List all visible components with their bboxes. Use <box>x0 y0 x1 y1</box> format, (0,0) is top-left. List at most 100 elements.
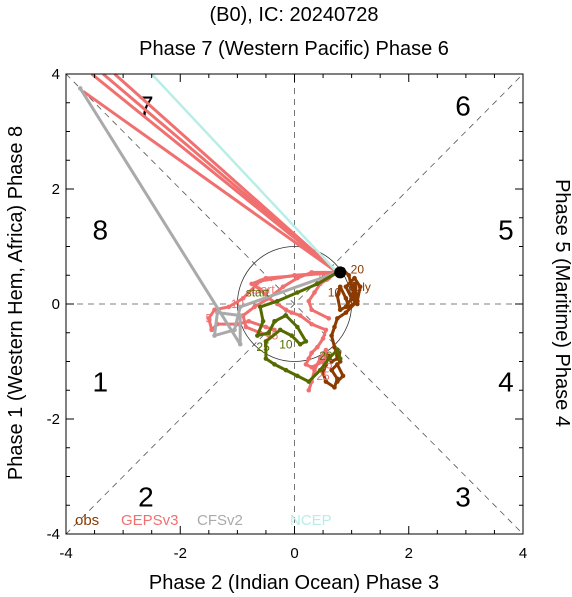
series-point <box>332 385 337 390</box>
series-line-3 <box>241 270 338 338</box>
series-point <box>226 304 232 310</box>
series-point <box>320 336 326 341</box>
series-point <box>306 298 312 304</box>
top-axis-label: Phase 7 (Western Pacific) Phase 6 <box>139 38 449 60</box>
series-annotation: 10 <box>279 337 293 351</box>
phase-number-2: 2 <box>138 482 154 513</box>
x-tick-label: -2 <box>174 545 187 562</box>
series-point <box>326 316 332 321</box>
legend-entry-ncep: NCEP <box>290 512 332 529</box>
series-point <box>309 321 314 327</box>
series-annotation: 10 <box>328 286 342 300</box>
phase-number-8: 8 <box>92 214 108 245</box>
series-point <box>209 327 214 333</box>
phase-number-5: 5 <box>498 214 514 245</box>
series-point <box>295 324 300 330</box>
series-line-7 <box>113 74 339 274</box>
antidiagonal-dashed-line <box>65 73 524 535</box>
series-point <box>277 327 283 333</box>
series-point <box>352 275 357 281</box>
series-point <box>240 295 246 301</box>
series-point <box>280 284 286 290</box>
series-annotation: 20 <box>319 349 333 363</box>
series-point <box>263 356 269 361</box>
series-point <box>243 324 249 330</box>
series-point <box>335 379 340 384</box>
series-point <box>257 278 263 284</box>
series-point <box>337 284 343 290</box>
series-point <box>206 316 212 321</box>
series-annotation: July <box>350 280 371 294</box>
series-point <box>257 304 263 310</box>
phase-number-6: 6 <box>455 91 471 122</box>
series-point <box>272 318 277 324</box>
series-point <box>323 327 329 333</box>
series-point <box>263 324 269 330</box>
series-point <box>283 367 289 373</box>
series-point <box>349 295 354 301</box>
series-annotation: 20 <box>351 263 365 277</box>
series-point <box>212 307 217 313</box>
series-point <box>295 290 300 295</box>
series-point <box>346 272 352 278</box>
series-point <box>255 333 260 338</box>
series-point <box>315 281 320 287</box>
y-tick-label: 0 <box>52 296 60 313</box>
series-point <box>355 298 360 304</box>
series-point <box>212 333 217 338</box>
series-point <box>289 310 294 315</box>
legend-entry-cfsv2: CFSv2 <box>197 512 243 529</box>
series-point <box>292 272 297 278</box>
series-point <box>249 281 254 287</box>
series-point <box>77 86 83 91</box>
series-point <box>297 341 303 347</box>
phase-guides <box>65 73 524 535</box>
series-point <box>317 367 323 373</box>
series-point <box>315 344 320 350</box>
series-point <box>323 379 329 384</box>
series-point <box>335 316 340 321</box>
series-point <box>323 347 329 353</box>
series-point <box>306 379 312 384</box>
phase-number-4: 4 <box>498 367 514 398</box>
series-point <box>312 367 317 373</box>
series-point <box>352 293 357 298</box>
series-point <box>332 344 337 350</box>
legend-entry-gepsv3: GEPSv3 <box>121 512 179 529</box>
series-point <box>246 318 252 324</box>
series-annotation: 5 <box>205 311 212 325</box>
series-point <box>306 387 312 393</box>
series-point <box>275 298 280 304</box>
series-point <box>340 373 346 379</box>
series-point <box>323 353 329 359</box>
y-tick-label: -4 <box>47 526 60 543</box>
series-point <box>343 284 349 290</box>
left-axis-label: Phase 1 (Western Hem, Africa) Phase 8 <box>5 126 27 480</box>
series-point <box>297 313 303 318</box>
series-point <box>329 359 334 364</box>
series-point <box>252 304 257 310</box>
y-tick-label: 4 <box>52 66 60 83</box>
x-tick-label: 0 <box>290 545 298 562</box>
series-point <box>335 293 340 298</box>
legend-entry-obs: obs <box>75 512 99 529</box>
chart-title: (B0), IC: 20240728 <box>210 4 379 26</box>
series-point <box>295 373 300 379</box>
series-point <box>272 327 277 333</box>
series-point <box>260 318 266 324</box>
series-point <box>343 310 349 315</box>
series-line-10 <box>150 74 339 274</box>
series-point <box>343 295 349 301</box>
plot-axes: -4 -2 0 2 4 -4 -2 0 2 4 <box>47 66 528 562</box>
series-point <box>357 284 363 290</box>
series-point <box>332 324 337 330</box>
series-point <box>309 350 314 356</box>
y-tick-label: 2 <box>52 181 60 198</box>
series-point <box>326 356 332 361</box>
phase-number-1: 1 <box>92 367 108 398</box>
series-point <box>352 281 357 287</box>
series-point <box>289 333 294 338</box>
